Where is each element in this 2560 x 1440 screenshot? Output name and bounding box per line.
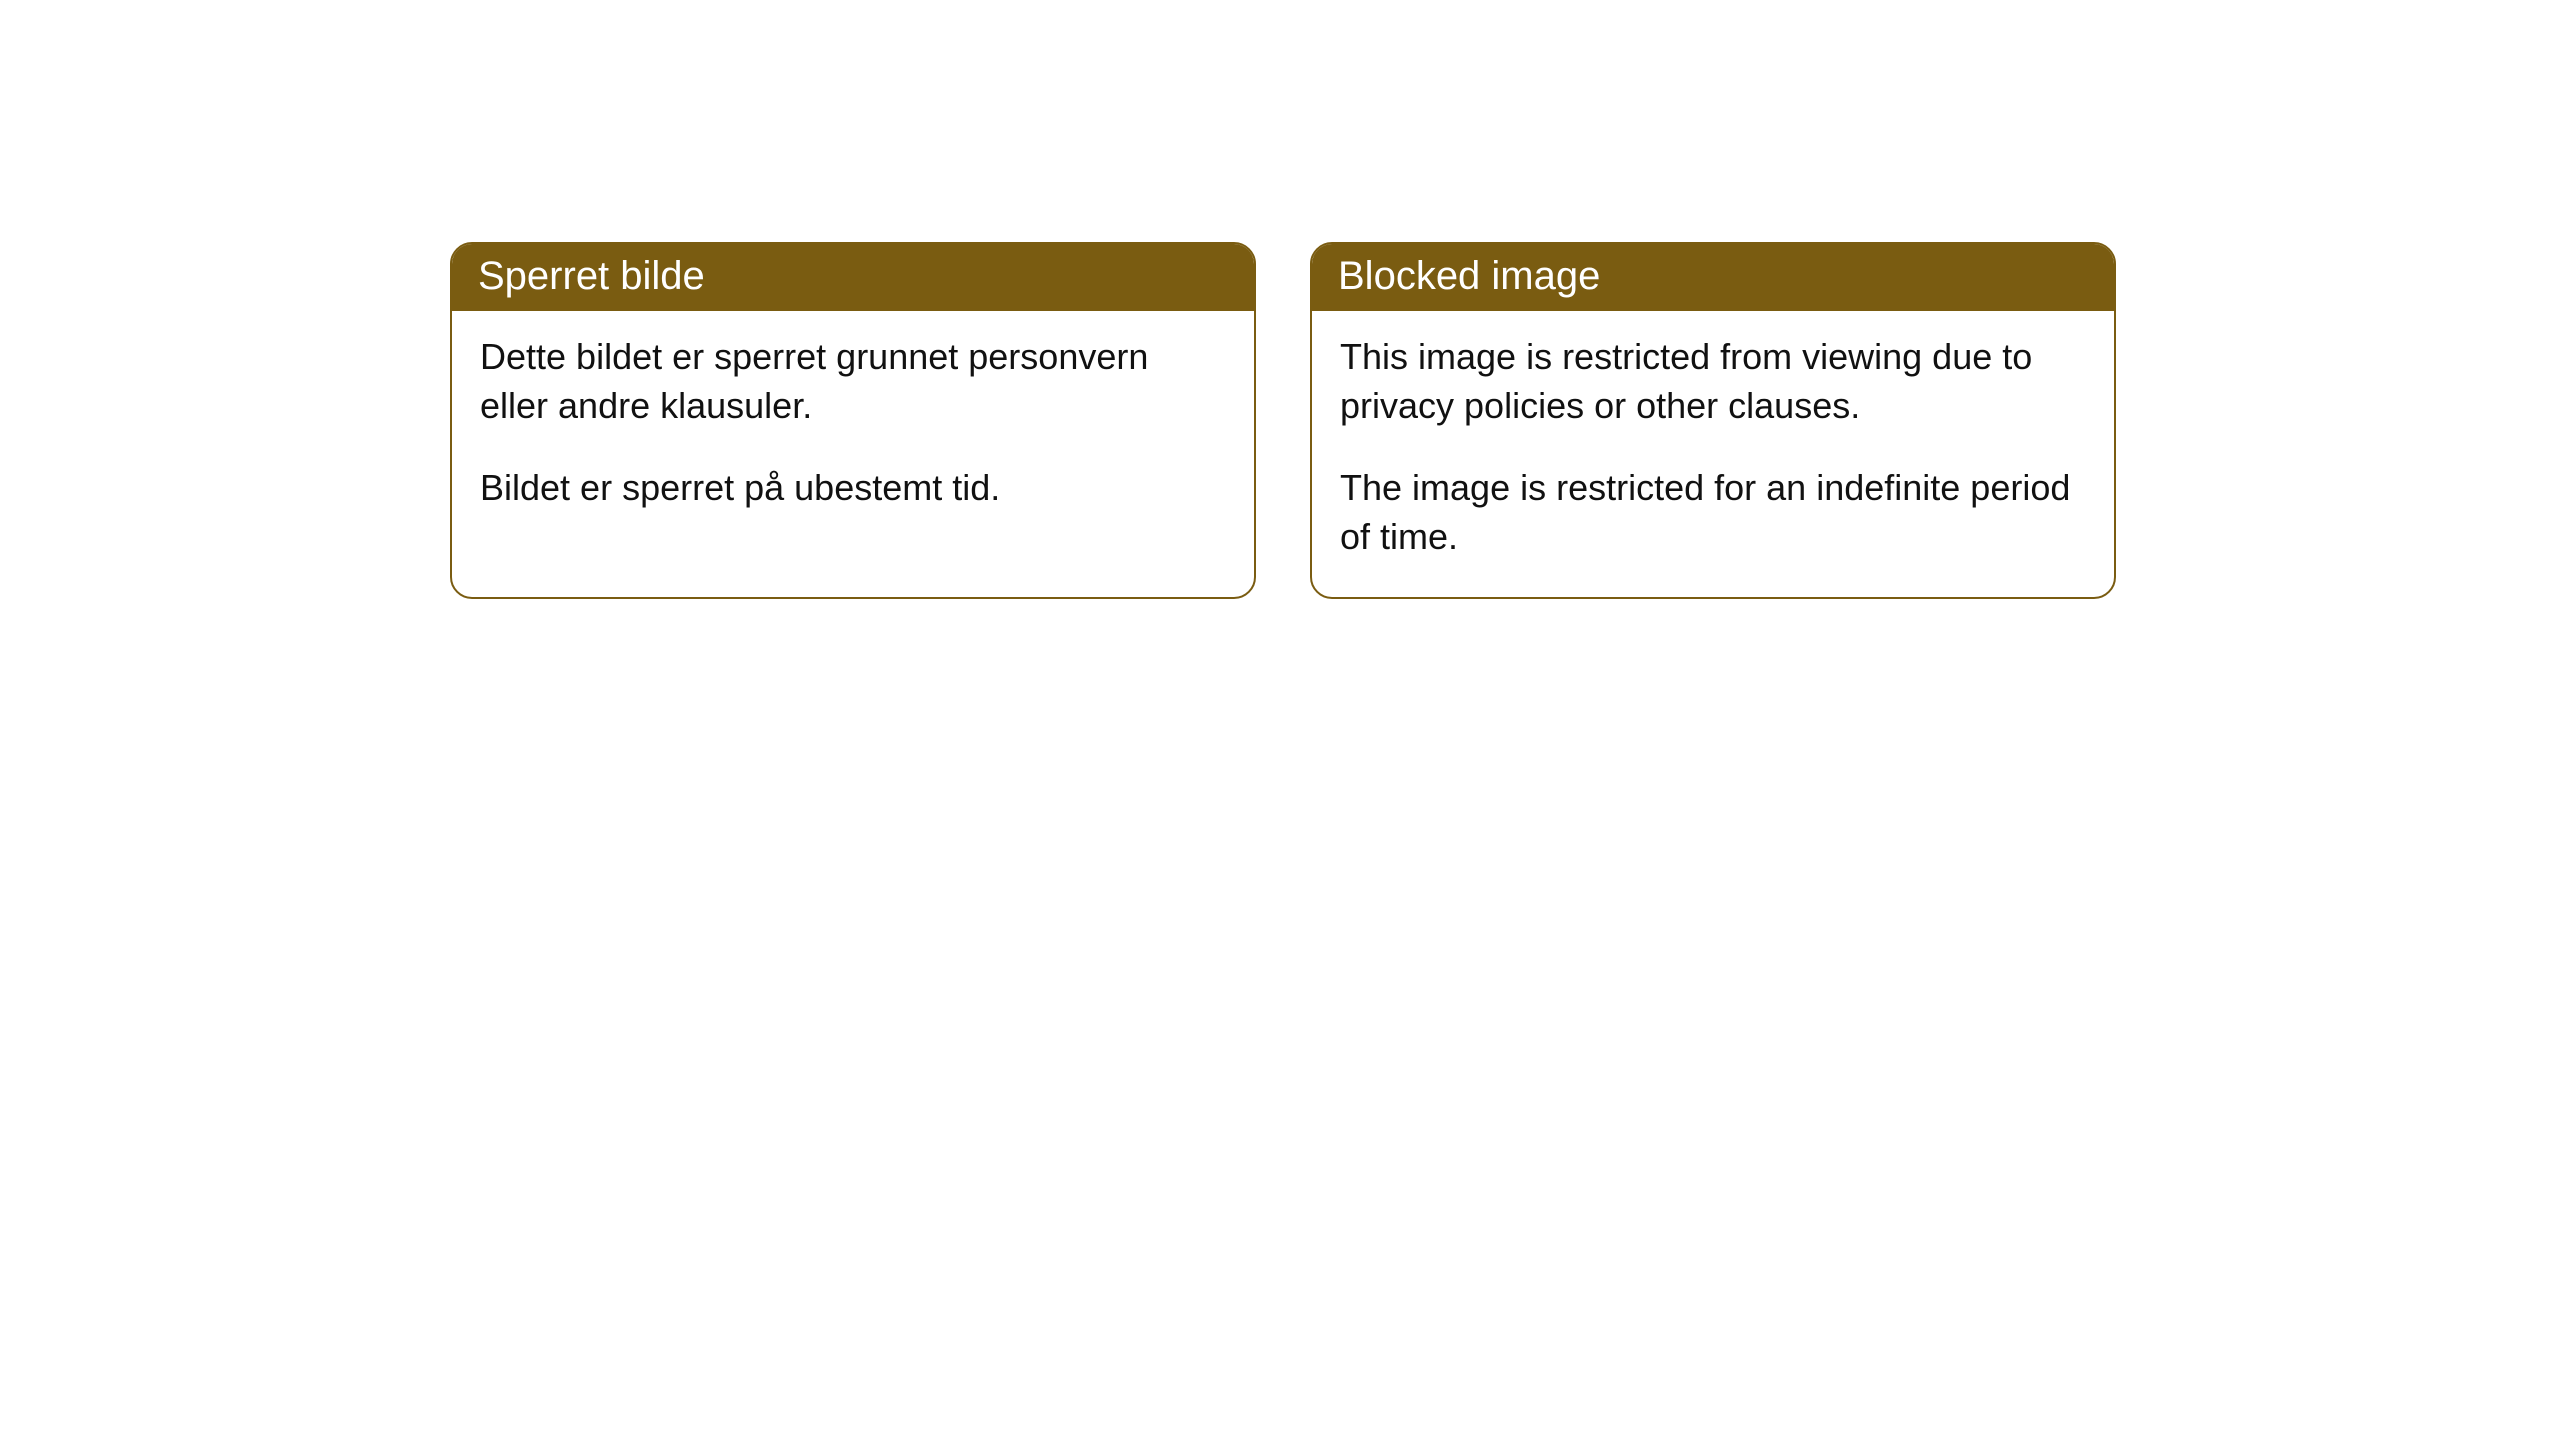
- notice-cards-container: Sperret bilde Dette bildet er sperret gr…: [0, 0, 2560, 599]
- card-header: Sperret bilde: [452, 244, 1254, 311]
- blocked-image-card-no: Sperret bilde Dette bildet er sperret gr…: [450, 242, 1256, 599]
- blocked-image-card-en: Blocked image This image is restricted f…: [1310, 242, 2116, 599]
- card-body: Dette bildet er sperret grunnet personve…: [452, 311, 1254, 549]
- card-paragraph: Bildet er sperret på ubestemt tid.: [480, 464, 1226, 513]
- card-header: Blocked image: [1312, 244, 2114, 311]
- card-paragraph: Dette bildet er sperret grunnet personve…: [480, 333, 1226, 430]
- card-paragraph: This image is restricted from viewing du…: [1340, 333, 2086, 430]
- card-body: This image is restricted from viewing du…: [1312, 311, 2114, 597]
- card-paragraph: The image is restricted for an indefinit…: [1340, 464, 2086, 561]
